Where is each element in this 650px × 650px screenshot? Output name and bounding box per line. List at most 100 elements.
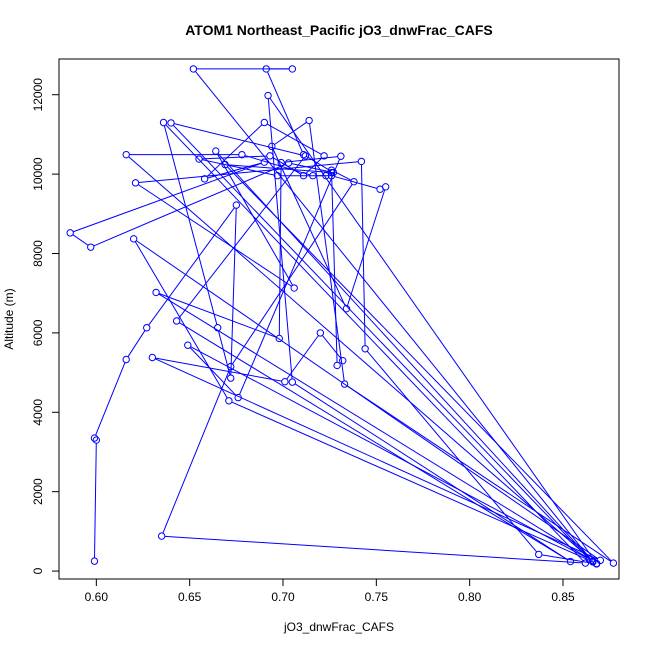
y-axis: 0 2000 4000 6000 8000 10000 12000 — [31, 78, 60, 574]
data-point — [227, 374, 235, 382]
data-point — [227, 362, 235, 371]
data-point — [184, 341, 192, 349]
data-point — [339, 356, 347, 365]
y-tick-label: 6000 — [31, 319, 45, 346]
data-point — [333, 361, 341, 370]
series-segment — [366, 350, 538, 553]
data-point — [309, 172, 317, 180]
data-point — [148, 353, 157, 362]
data-point — [277, 158, 285, 167]
series-segment — [73, 162, 262, 233]
data-point — [273, 172, 282, 180]
series-segment — [291, 163, 331, 173]
data-point — [340, 380, 349, 388]
data-point — [299, 172, 308, 180]
data-point — [266, 152, 274, 160]
series-segment — [127, 330, 146, 358]
series-segment — [334, 171, 352, 181]
data-point — [316, 329, 325, 337]
series-segment — [95, 362, 126, 436]
data-point — [131, 179, 140, 187]
series-segment — [190, 346, 587, 559]
data-point — [122, 355, 130, 364]
series-segment — [128, 156, 591, 560]
series-segment — [178, 158, 304, 319]
series-segment — [202, 159, 275, 176]
series-segment — [274, 121, 307, 145]
data-point — [337, 152, 345, 160]
data-point — [213, 324, 222, 332]
chart-title: ATOM1 Northeast_Pacific jO3_dnwFrac_CAFS — [185, 22, 493, 38]
series-segment — [334, 176, 378, 189]
data-point — [262, 65, 270, 73]
data-point — [290, 284, 298, 292]
series-line — [72, 68, 612, 564]
data-point — [195, 155, 203, 163]
x-tick-label: 0.75 — [365, 590, 389, 604]
data-point — [329, 168, 338, 177]
series-segment — [217, 153, 592, 560]
x-tick-label: 0.70 — [271, 590, 295, 604]
series-segment — [162, 369, 230, 534]
series-segment — [230, 208, 237, 375]
data-point — [327, 166, 336, 174]
data-point — [143, 324, 151, 332]
series-segment — [137, 184, 292, 287]
data-point — [212, 147, 220, 155]
data-point — [589, 558, 597, 566]
series-segment — [232, 184, 353, 365]
data-point — [260, 158, 269, 166]
data-point — [90, 557, 99, 565]
y-tick-label: 8000 — [31, 240, 45, 267]
data-point — [592, 560, 601, 568]
series-segment — [179, 322, 568, 561]
data-point — [281, 378, 289, 386]
series-segment — [346, 385, 612, 562]
series-segment — [195, 71, 592, 560]
series-segment — [173, 123, 303, 156]
data-point — [189, 65, 198, 73]
series-segment — [158, 293, 591, 560]
x-tick-label: 0.85 — [551, 590, 575, 604]
series-segment — [331, 173, 338, 363]
y-tick-label: 4000 — [31, 399, 45, 426]
series-segment — [148, 207, 235, 326]
data-point — [299, 150, 308, 159]
series-segment — [244, 155, 310, 176]
data-point — [232, 201, 241, 209]
y-tick-label: 2000 — [31, 478, 45, 505]
series-segment — [360, 164, 366, 346]
data-point — [238, 150, 246, 159]
series-segment — [93, 163, 286, 247]
data-point — [172, 317, 181, 325]
data-point — [92, 436, 101, 444]
data-point — [264, 91, 272, 100]
y-axis-label: Altitude (m) — [2, 288, 16, 349]
series-segment — [306, 155, 331, 172]
series-segment — [202, 155, 267, 160]
series-segment — [309, 123, 345, 381]
series-segment — [266, 123, 322, 155]
data-point — [350, 177, 358, 186]
data-point — [225, 397, 233, 405]
series-segment — [267, 71, 303, 152]
x-axis-label: jO3_dnwFrac_CAFS — [283, 620, 394, 634]
series-segment — [155, 357, 282, 382]
data-point — [159, 118, 168, 127]
series-segment — [158, 293, 277, 338]
series-segment — [134, 241, 228, 399]
series-segment — [155, 358, 598, 560]
data-point — [566, 557, 575, 566]
series-segment — [72, 234, 89, 246]
series-segment — [227, 166, 612, 562]
data-point — [221, 160, 229, 169]
series-segment — [206, 124, 263, 178]
x-tick-label: 0.60 — [85, 590, 109, 604]
data-point — [609, 559, 618, 567]
data-point — [157, 532, 166, 540]
data-point — [122, 150, 130, 159]
data-point — [327, 168, 336, 177]
series-segment — [346, 189, 386, 306]
